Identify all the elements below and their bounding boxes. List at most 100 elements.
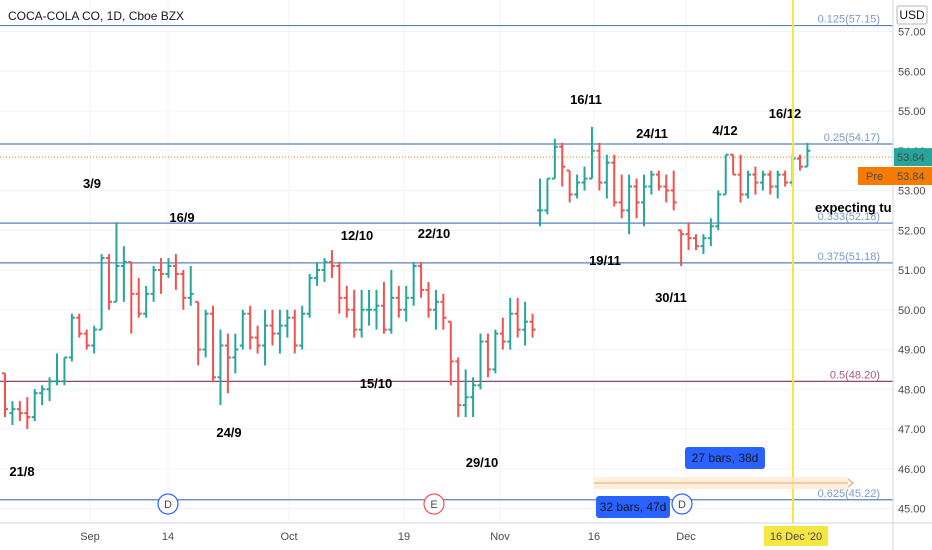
ohlc-bar: [767, 170, 774, 195]
ohlc-bar: [752, 166, 759, 195]
ohlc-bar: [596, 142, 603, 191]
x-tick-label: 19: [398, 531, 410, 543]
date-annotations: 21/8 3/9 16/9 24/9 12/10 15/10 22/10 29/10 16/11…: [9, 92, 891, 479]
x-tick-label: Sep: [80, 531, 100, 543]
ohlc-bar: [566, 169, 573, 203]
event-marker[interactable]: D: [157, 493, 179, 515]
ohlc-bar: [54, 353, 61, 386]
y-tick-label: 55.00: [898, 106, 926, 118]
ohlc-bar: [299, 305, 306, 350]
measure-box: [596, 496, 670, 518]
time-highlight-box: [764, 526, 828, 546]
ohlc-bar: [180, 270, 187, 310]
ohlc-bar: [611, 154, 618, 207]
ohlc-bar: [410, 262, 417, 306]
ohlc-bar: [373, 289, 380, 330]
date-annotation: 4/12: [712, 123, 737, 138]
measure-box: [685, 447, 765, 469]
ohlc-bar: [536, 178, 543, 227]
event-marker-label: D: [164, 499, 172, 511]
y-tick-label: 52.00: [898, 225, 926, 237]
measure-badge: 32 bars, 47d: [596, 496, 670, 518]
ohlc-bar: [31, 389, 38, 422]
ohlc-bar: [551, 138, 558, 180]
ohlc-bar: [626, 174, 633, 235]
ohlc-bar: [388, 270, 395, 334]
ohlc-bar: [418, 262, 425, 298]
x-tick-label: Dec: [676, 531, 696, 543]
event-marker-circle: [157, 493, 179, 515]
event-marker[interactable]: E: [423, 493, 445, 515]
pre-market-box: [858, 167, 932, 185]
ohlc-bar: [366, 289, 373, 326]
last-price-value: 53.84: [897, 152, 925, 164]
event-marker-circle: [423, 493, 445, 515]
fib-level-label: 0.333(52.18): [818, 211, 880, 223]
currency-box[interactable]: [896, 5, 928, 25]
date-range-arrow: [847, 478, 854, 488]
event-marker[interactable]: D: [671, 493, 693, 515]
ohlc-bar: [68, 313, 75, 362]
ohlc-bar: [499, 317, 506, 350]
date-annotation: 3/9: [83, 176, 101, 191]
ohlc-bar: [588, 126, 595, 180]
ohlc-bar: [269, 309, 276, 346]
fib-level-label: 0.125(57.15): [818, 14, 880, 26]
date-annotation: 16/11: [570, 92, 602, 107]
ohlc-bar: [232, 333, 239, 374]
ohlc-bar: [470, 377, 477, 418]
ohlc-bar: [314, 262, 321, 286]
ohlc-bar: [707, 218, 714, 247]
y-tick-label: 50.00: [898, 305, 926, 317]
ohlc-bar: [559, 142, 566, 187]
grid-lines: [0, 0, 893, 523]
ohlc-bar: [172, 254, 179, 290]
ohlc-bar: [648, 170, 655, 195]
pre-market-badge: Pre 53.84: [858, 167, 932, 185]
measure-label: 32 bars, 47d: [600, 500, 667, 514]
ohlc-bar: [328, 250, 335, 278]
ohlc-bar: [336, 262, 343, 314]
ohlc-bar: [730, 153, 737, 176]
fib-levels: 0.125(57.15) 0.25(54.17) 0.333(52.18) 0.375…: [0, 14, 893, 501]
fib-level-label: 0.625(45.22): [818, 488, 880, 500]
ohlc-bar: [782, 170, 789, 187]
y-tick-label: 51.00: [898, 265, 926, 277]
ohlc-bar: [276, 309, 283, 354]
ohlc-bar: [678, 229, 685, 267]
currency-label[interactable]: USD: [899, 8, 925, 22]
ohlc-bar: [492, 329, 499, 374]
ohlc-bar: [247, 305, 254, 350]
time-highlight-label: 16 Dec '20: [770, 531, 822, 543]
ohlc-bar: [46, 377, 53, 402]
ohlc-bar: [98, 254, 105, 331]
y-tick-label: 47.00: [898, 424, 926, 436]
date-annotation: 22/10: [418, 226, 451, 241]
ohlc-bar: [633, 178, 640, 219]
ohlc-bar: [685, 222, 692, 251]
ohlc-bar: [291, 309, 298, 354]
price-bars: [2, 126, 811, 429]
ohlc-bar: [581, 166, 588, 191]
ohlc-bar: [804, 142, 811, 168]
ohlc-bar: [158, 258, 165, 294]
ohlc-bar: [484, 333, 491, 378]
pre-market-value: 53.84: [897, 171, 925, 183]
ohlc-bar: [284, 309, 291, 338]
ohlc-bar: [715, 190, 722, 231]
ohlc-bar: [745, 170, 751, 199]
ohlc-bar: [514, 297, 521, 338]
event-marker-label: D: [678, 499, 686, 511]
ohlc-bar: [462, 369, 469, 418]
ohlc-bar: [120, 246, 127, 302]
y-tick-label: 53.00: [898, 186, 926, 198]
time-highlight-badge: 16 Dec '20: [764, 526, 828, 546]
date-annotation: 19/11: [589, 253, 621, 268]
y-tick-label: 45.00: [898, 504, 926, 516]
ohlc-bar: [9, 401, 16, 426]
ohlc-bar: [306, 273, 313, 318]
y-tick-label: 56.00: [898, 66, 926, 78]
date-annotation: 29/10: [466, 455, 499, 470]
